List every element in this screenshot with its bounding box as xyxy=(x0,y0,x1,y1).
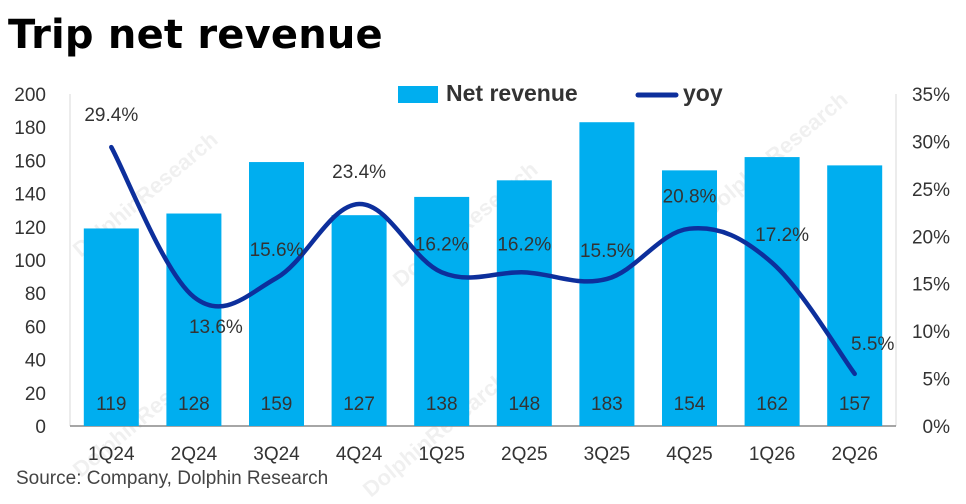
yoy-line xyxy=(109,144,857,377)
y-left-tick-7: 140 xyxy=(14,185,46,206)
bar-2Q24 xyxy=(166,213,222,426)
bar-label-3Q25: 183 xyxy=(591,394,623,415)
y-left-tick-5: 100 xyxy=(14,251,46,272)
bar-2Q26 xyxy=(827,165,883,426)
bar-1Q25 xyxy=(414,196,470,426)
legend-label-yoy: yoy xyxy=(683,80,723,106)
yoy-label-4Q24: 23.4% xyxy=(332,162,386,183)
source-note: Source: Company, Dolphin Research xyxy=(16,468,329,489)
y-left-tick-6: 120 xyxy=(14,218,46,239)
bar-label-1Q26: 162 xyxy=(756,394,788,415)
y-right-tick-0: 0% xyxy=(923,417,951,438)
bar-label-3Q24: 159 xyxy=(261,394,293,415)
x-tick-1Q26: 1Q26 xyxy=(749,444,795,465)
y-left-tick-2: 40 xyxy=(25,351,46,372)
yoy-label-2Q25: 16.2% xyxy=(497,234,551,255)
y-right-tick-5: 25% xyxy=(912,180,950,201)
legend-label-net-revenue: Net revenue xyxy=(446,80,578,106)
bar-4Q24 xyxy=(331,215,387,426)
chart-title: Trip net revenue xyxy=(8,12,383,58)
yoy-label-1Q26: 17.2% xyxy=(755,225,809,246)
y-left-tick-10: 200 xyxy=(14,85,46,106)
bar-label-4Q25: 154 xyxy=(674,394,706,415)
y-right-tick-2: 10% xyxy=(912,322,950,343)
bar-4Q25 xyxy=(662,170,717,426)
y-right-tick-4: 20% xyxy=(912,227,950,248)
x-tick-4Q25: 4Q25 xyxy=(666,444,712,465)
y-left-tick-9: 180 xyxy=(14,118,46,139)
x-tick-2Q24: 2Q24 xyxy=(171,444,218,465)
legend-swatch-net-revenue xyxy=(398,86,438,103)
bar-label-4Q24: 127 xyxy=(343,394,375,415)
bar-3Q25 xyxy=(579,122,635,426)
y-left-tick-0: 0 xyxy=(35,417,46,438)
yoy-label-3Q25: 15.5% xyxy=(580,241,634,262)
x-tick-1Q25: 1Q25 xyxy=(418,444,464,465)
bar-label-1Q25: 138 xyxy=(426,394,458,415)
y-right-tick-1: 5% xyxy=(923,370,951,391)
bar-2Q25 xyxy=(496,180,552,426)
y-right-tick-6: 30% xyxy=(912,132,950,153)
yoy-label-1Q24: 29.4% xyxy=(84,105,138,126)
x-tick-2Q26: 2Q26 xyxy=(831,444,877,465)
bar-3Q24 xyxy=(249,162,304,426)
y-left-tick-3: 60 xyxy=(25,317,46,338)
bar-label-2Q25: 148 xyxy=(508,394,540,415)
yoy-label-2Q26: 5.5% xyxy=(851,334,894,355)
bar-1Q26 xyxy=(744,157,800,426)
x-tick-3Q25: 3Q25 xyxy=(584,444,630,465)
y-right-tick-3: 15% xyxy=(912,275,950,296)
bar-label-2Q24: 128 xyxy=(178,394,210,415)
yoy-label-3Q24: 15.6% xyxy=(250,240,304,261)
y-left-tick-8: 160 xyxy=(14,151,46,172)
bar-label-2Q26: 157 xyxy=(839,394,871,415)
x-tick-3Q24: 3Q24 xyxy=(253,444,300,465)
y-left-tick-1: 20 xyxy=(25,384,46,405)
y-left-tick-4: 80 xyxy=(25,284,46,305)
x-tick-2Q25: 2Q25 xyxy=(501,444,547,465)
y-right-tick-7: 35% xyxy=(912,85,950,106)
yoy-label-2Q24: 13.6% xyxy=(189,317,243,338)
yoy-label-1Q25: 16.2% xyxy=(415,234,469,255)
yoy-label-4Q25: 20.8% xyxy=(663,187,717,208)
x-tick-1Q24: 1Q24 xyxy=(88,444,135,465)
bar-1Q24 xyxy=(83,228,139,426)
x-tick-4Q24: 4Q24 xyxy=(336,444,383,465)
bar-label-1Q24: 119 xyxy=(96,394,126,415)
